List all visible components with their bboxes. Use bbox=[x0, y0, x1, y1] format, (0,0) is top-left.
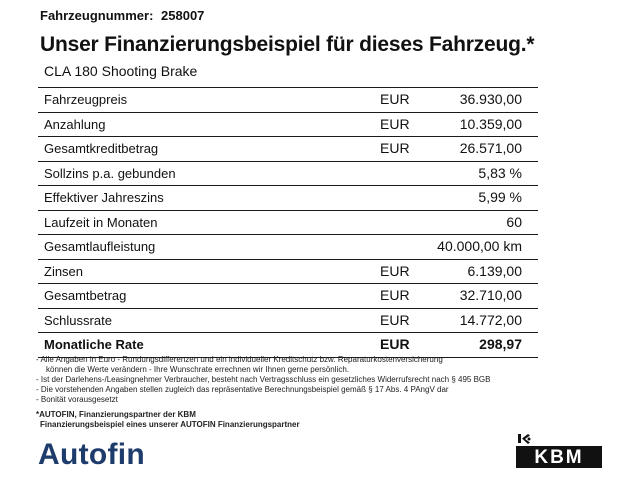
vehicle-model: CLA 180 Shooting Brake bbox=[44, 63, 198, 79]
table-row-monthly-rate: Monatliche Rate EUR 298,97 bbox=[38, 333, 538, 358]
vehicle-number-line: Fahrzeugnummer: 258007 bbox=[40, 8, 204, 23]
row-label: Laufzeit in Monaten bbox=[44, 214, 158, 230]
row-value: 32.710,00 bbox=[459, 287, 522, 303]
table-row: Gesamtbetrag EUR 32.710,00 bbox=[38, 284, 538, 309]
footnote-line: - Alle Angaben in Euro - Rundungsdiffere… bbox=[36, 355, 443, 364]
svg-text:KBM: KBM bbox=[534, 447, 583, 468]
row-value: 6.139,00 bbox=[467, 262, 523, 279]
partner-note: *AUTOFIN, Finanzierungspartner der KBM F… bbox=[36, 410, 300, 430]
row-label: Gesamtlaufleistung bbox=[44, 239, 156, 254]
row-value: 60 bbox=[506, 213, 522, 230]
row-label: Schlussrate bbox=[44, 312, 112, 328]
footnote-line: können die Werte verändern - Ihre Wunsch… bbox=[46, 365, 349, 374]
page-title: Unser Finanzierungsbeispiel für dieses F… bbox=[40, 33, 535, 56]
row-currency: EUR bbox=[380, 336, 410, 352]
row-value: 36.930,00 bbox=[459, 91, 522, 107]
row-label: Gesamtbetrag bbox=[44, 288, 127, 303]
table-row: Laufzeit in Monaten 60 bbox=[38, 211, 538, 235]
table-row: Gesamtkreditbetrag EUR 26.571,00 bbox=[38, 137, 538, 162]
row-value: 5,83 % bbox=[478, 164, 522, 181]
row-value: 14.772,00 bbox=[459, 311, 522, 328]
footnote-line: - Ist der Darlehens-/Leasingnehmer Verbr… bbox=[36, 375, 491, 384]
table-row: Zinsen EUR 6.139,00 bbox=[38, 260, 538, 284]
kbm-logo: KBM bbox=[516, 434, 602, 468]
row-currency: EUR bbox=[380, 311, 410, 328]
footnotes: - Alle Angaben in Euro - Rundungsdiffere… bbox=[36, 355, 490, 405]
kbm-emblem-icon bbox=[518, 434, 531, 444]
table-row: Fahrzeugpreis EUR 36.930,00 bbox=[38, 88, 538, 113]
row-currency: EUR bbox=[380, 115, 410, 132]
row-currency: EUR bbox=[380, 287, 410, 303]
row-label: Anzahlung bbox=[44, 116, 106, 132]
row-value: 26.571,00 bbox=[459, 140, 522, 156]
table-row: Gesamtlaufleistung 40.000,00 km bbox=[38, 235, 538, 260]
table-row: Schlussrate EUR 14.772,00 bbox=[38, 309, 538, 333]
vehicle-number: 258007 bbox=[161, 8, 205, 23]
autofin-logo: Autofin bbox=[38, 438, 146, 471]
partner-line: Finanzierungsbeispiel eines unserer AUTO… bbox=[40, 420, 300, 429]
row-value: 298,97 bbox=[479, 336, 522, 352]
footnote-line: - Bonität vorausgesetzt bbox=[36, 395, 118, 404]
row-currency: EUR bbox=[380, 262, 410, 279]
row-label: Effektiver Jahreszins bbox=[44, 190, 164, 205]
row-currency: EUR bbox=[380, 91, 410, 107]
row-value: 40.000,00 km bbox=[437, 238, 522, 254]
row-value: 5,99 % bbox=[478, 189, 522, 205]
row-label: Monatliche Rate bbox=[44, 337, 144, 352]
table-row: Sollzins p.a. gebunden 5,83 % bbox=[38, 162, 538, 186]
partner-line: *AUTOFIN, Finanzierungspartner der KBM bbox=[36, 410, 196, 419]
row-label: Zinsen bbox=[44, 263, 84, 279]
table-row: Anzahlung EUR 10.359,00 bbox=[38, 113, 538, 137]
footnote-line: - Die vorstehenden Angaben stellen zugle… bbox=[36, 385, 449, 394]
table-row: Effektiver Jahreszins 5,99 % bbox=[38, 186, 538, 211]
row-label: Fahrzeugpreis bbox=[44, 92, 128, 107]
row-label: Gesamtkreditbetrag bbox=[44, 141, 159, 156]
vehicle-number-label: Fahrzeugnummer: bbox=[40, 8, 154, 23]
financing-table: Fahrzeugpreis EUR 36.930,00 Anzahlung EU… bbox=[38, 87, 538, 358]
row-label: Sollzins p.a. gebunden bbox=[44, 165, 176, 181]
row-currency: EUR bbox=[380, 140, 410, 156]
row-value: 10.359,00 bbox=[459, 115, 522, 132]
